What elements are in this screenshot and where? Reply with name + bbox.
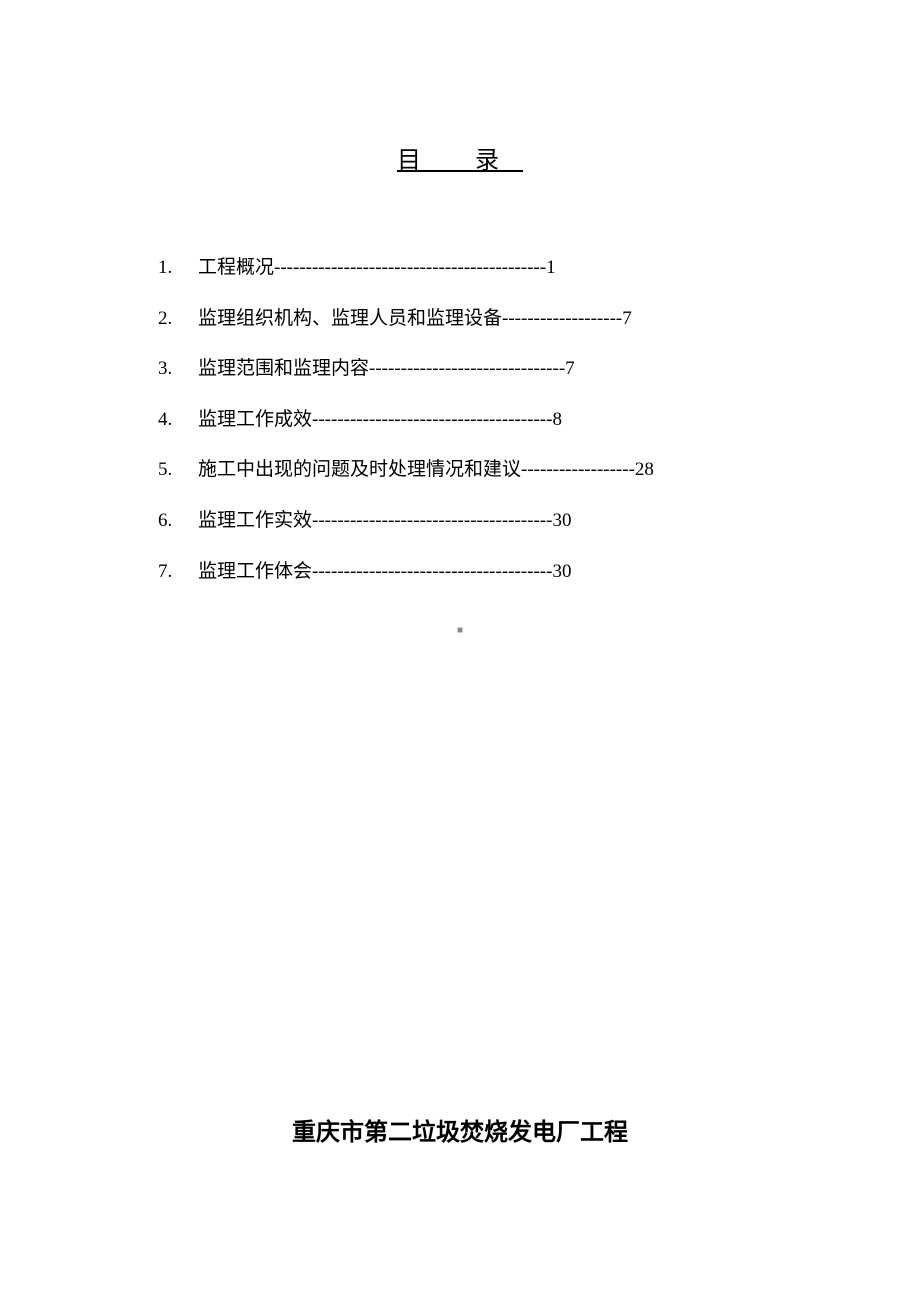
footer-title: 重庆市第二垃圾焚烧发电厂工程 [0,1112,920,1147]
toc-item-text: 监理工作体会 [198,559,312,586]
toc-item-number: 7. [158,559,198,586]
toc-item: 6. 监理工作实效 ------------------------------… [158,508,800,535]
toc-item-number: 4. [158,407,198,434]
toc-item-text: 工程概况 [198,255,274,282]
toc-list: 1. 工程概况 --------------------------------… [0,255,920,585]
page-container: 目 录 1. 工程概况 ----------------------------… [0,0,920,1302]
toc-item-number: 5. [158,457,198,484]
toc-item-text: 监理组织机构、监理人员和监理设备 [198,306,502,333]
toc-item-number: 3. [158,356,198,383]
toc-item-text: 施工中出现的问题及时处理情况和建议 [198,457,521,484]
toc-item: 5. 施工中出现的问题及时处理情况和建议 ------------------ … [158,457,800,484]
toc-title: 目 录 [0,140,920,175]
toc-item-leader: -------------------------------------- [312,407,552,434]
toc-item-number: 6. [158,508,198,535]
toc-item-leader: ----------------------------------------… [274,255,546,282]
toc-item-leader: ------------------ [521,457,635,484]
toc-item-page: 7 [565,356,575,383]
toc-item-page: 7 [622,306,632,333]
toc-item-leader: -------------------------------------- [312,508,552,535]
toc-item: 3. 监理范围和监理内容 ---------------------------… [158,356,800,383]
toc-item-page: 28 [635,457,654,484]
toc-item-number: 1. [158,255,198,282]
toc-item-text: 监理范围和监理内容 [198,356,369,383]
toc-item-leader: ------------------- [502,306,622,333]
toc-item-text: 监理工作成效 [198,407,312,434]
toc-item-page: 8 [552,407,562,434]
toc-item-leader: ------------------------------- [369,356,565,383]
toc-item: 1. 工程概况 --------------------------------… [158,255,800,282]
toc-item-page: 30 [552,508,571,535]
page-center-marker: ■ [457,625,463,636]
toc-item-leader: -------------------------------------- [312,559,552,586]
toc-item-page: 1 [546,255,556,282]
toc-item-number: 2. [158,306,198,333]
toc-item: 2. 监理组织机构、监理人员和监理设备 ------------------- … [158,306,800,333]
toc-item-page: 30 [552,559,571,586]
toc-item: 4. 监理工作成效 ------------------------------… [158,407,800,434]
toc-item-text: 监理工作实效 [198,508,312,535]
toc-item: 7. 监理工作体会 ------------------------------… [158,559,800,586]
